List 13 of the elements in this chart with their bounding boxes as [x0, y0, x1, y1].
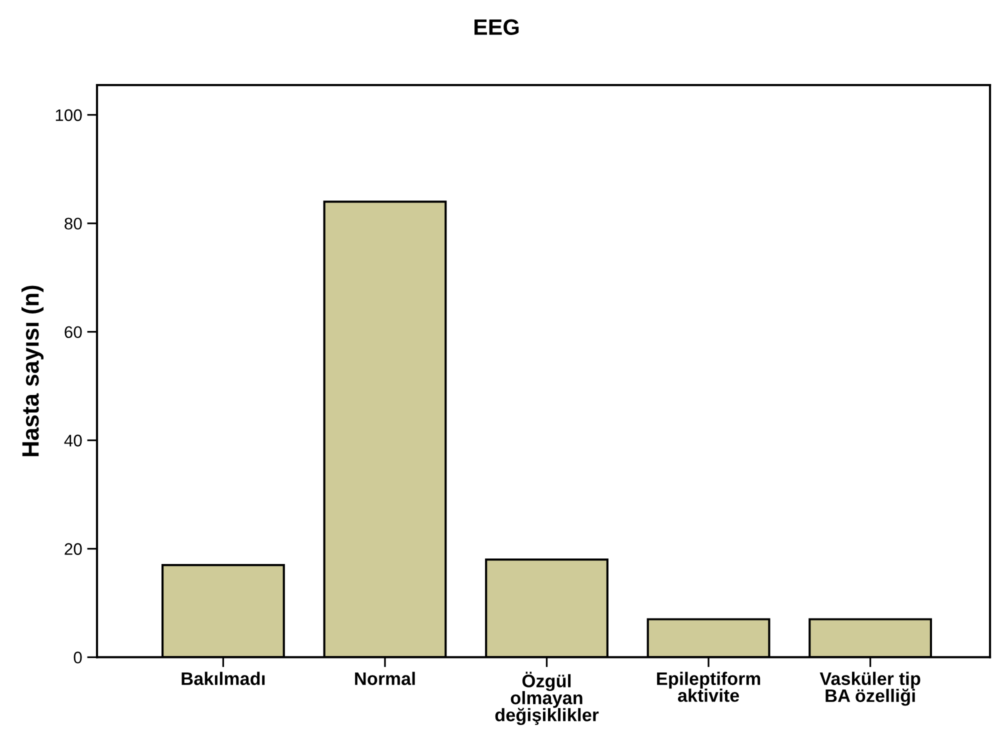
y-tick-label: 60: [64, 326, 82, 338]
y-tick-label: 40: [64, 434, 82, 446]
y-axis-title: Hasta sayısı (n): [22, 286, 44, 456]
chart-title: EEG: [474, 19, 519, 35]
y-tick-label: 80: [64, 218, 82, 230]
x-tick-label: Özgül olmayan değişiklikler: [495, 672, 599, 725]
x-tick-label: Epileptiform aktivite: [657, 672, 760, 702]
x-tick-label: Vasküler tip BA özelliği: [820, 672, 920, 706]
x-tick-label: Normal: [355, 672, 415, 686]
y-tick-label: 100: [56, 109, 82, 122]
y-tick-label: 20: [64, 543, 82, 555]
y-tick-label: 0: [74, 652, 82, 664]
x-tick-label: Bakılmadı: [182, 672, 265, 686]
